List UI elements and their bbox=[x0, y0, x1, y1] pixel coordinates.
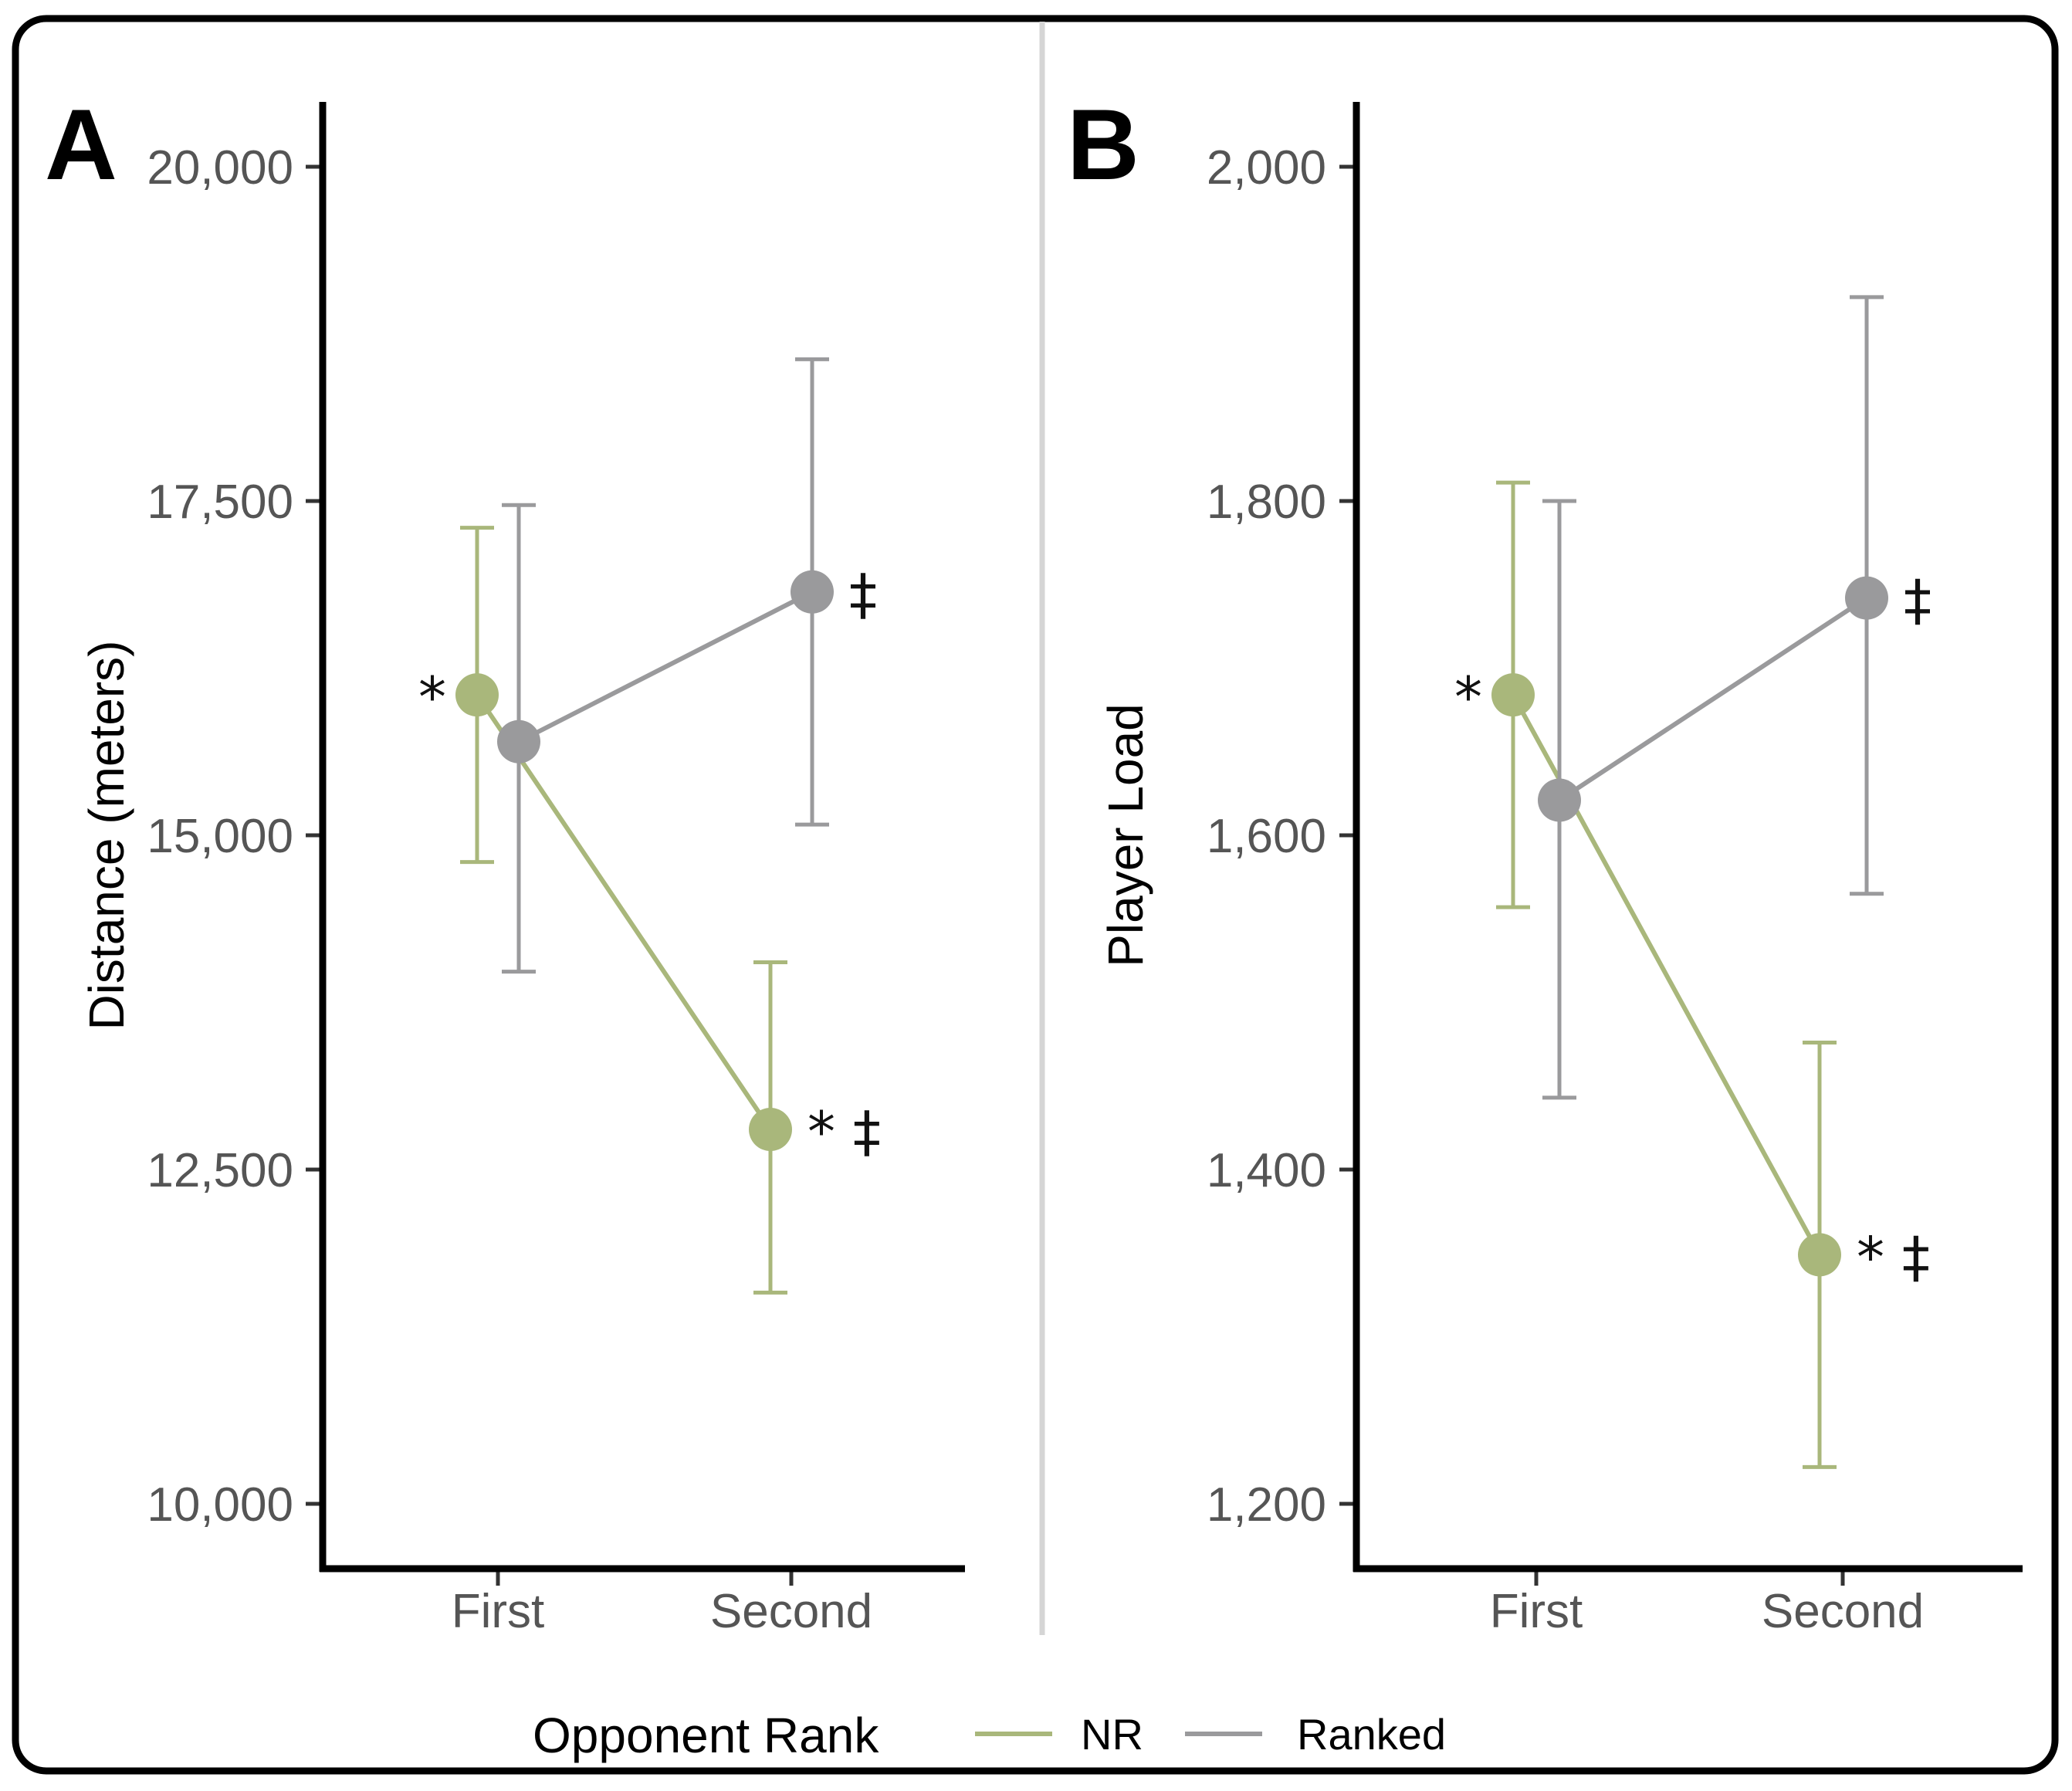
data-point-nr bbox=[1798, 1233, 1841, 1277]
significance-annotation-nr: * ‡ bbox=[807, 1099, 881, 1164]
y-axis-title: Distance (meters) bbox=[79, 641, 134, 1031]
panel-letter: A bbox=[45, 88, 117, 201]
significance-annotation-nr: * ‡ bbox=[1857, 1224, 1930, 1289]
significance-annotation-ranked: ‡ bbox=[849, 562, 877, 627]
data-point-nr bbox=[1491, 673, 1535, 717]
series-line-nr bbox=[475, 693, 773, 1131]
y-tick-label: 20,000 bbox=[147, 141, 293, 195]
panel-a: A 10,000 12,500 15,000 17,500 20,000 First Seco… bbox=[45, 88, 965, 1638]
data-point-ranked bbox=[791, 570, 834, 614]
legend-label-nr: NR bbox=[1081, 1710, 1143, 1759]
panel-b: B 1,200 1,400 1,600 1,800 2,000 First Second Pla… bbox=[1067, 88, 2023, 1638]
y-tick-label: 17,500 bbox=[147, 476, 293, 529]
x-tick-label: Second bbox=[1762, 1585, 1924, 1638]
data-point-ranked bbox=[1538, 778, 1581, 822]
y-tick-label: 1,400 bbox=[1207, 1144, 1326, 1197]
panel-letter: B bbox=[1067, 88, 1139, 201]
y-tick-label: 1,600 bbox=[1207, 810, 1326, 863]
y-tick-label: 1,200 bbox=[1207, 1478, 1326, 1532]
significance-annotation-ranked: ‡ bbox=[1904, 568, 1931, 633]
data-point-ranked bbox=[1845, 576, 1888, 620]
x-tick-label: First bbox=[1490, 1585, 1583, 1638]
y-tick-label: 12,500 bbox=[147, 1144, 293, 1197]
y-tick-label: 15,000 bbox=[147, 810, 293, 863]
x-tick-label: First bbox=[452, 1585, 545, 1638]
y-tick-label: 2,000 bbox=[1207, 141, 1326, 195]
data-point-nr bbox=[749, 1108, 792, 1152]
y-tick-label: 1,800 bbox=[1207, 476, 1326, 529]
x-tick-label: Second bbox=[710, 1585, 872, 1638]
series-line-ranked bbox=[517, 590, 814, 744]
y-axis-title: Player Load bbox=[1098, 703, 1153, 967]
data-point-ranked bbox=[497, 719, 540, 763]
significance-annotation-nr: * bbox=[418, 665, 446, 730]
legend-title: Opponent Rank bbox=[533, 1708, 879, 1763]
series-line-ranked bbox=[1558, 596, 1868, 803]
legend-label-ranked: Ranked bbox=[1297, 1710, 1446, 1759]
significance-annotation-nr: * bbox=[1454, 665, 1482, 730]
y-tick-label: 10,000 bbox=[147, 1478, 293, 1532]
legend: Opponent Rank NR Ranked bbox=[533, 1708, 1446, 1763]
figure-frame bbox=[12, 15, 2059, 1775]
data-point-nr bbox=[455, 673, 499, 717]
